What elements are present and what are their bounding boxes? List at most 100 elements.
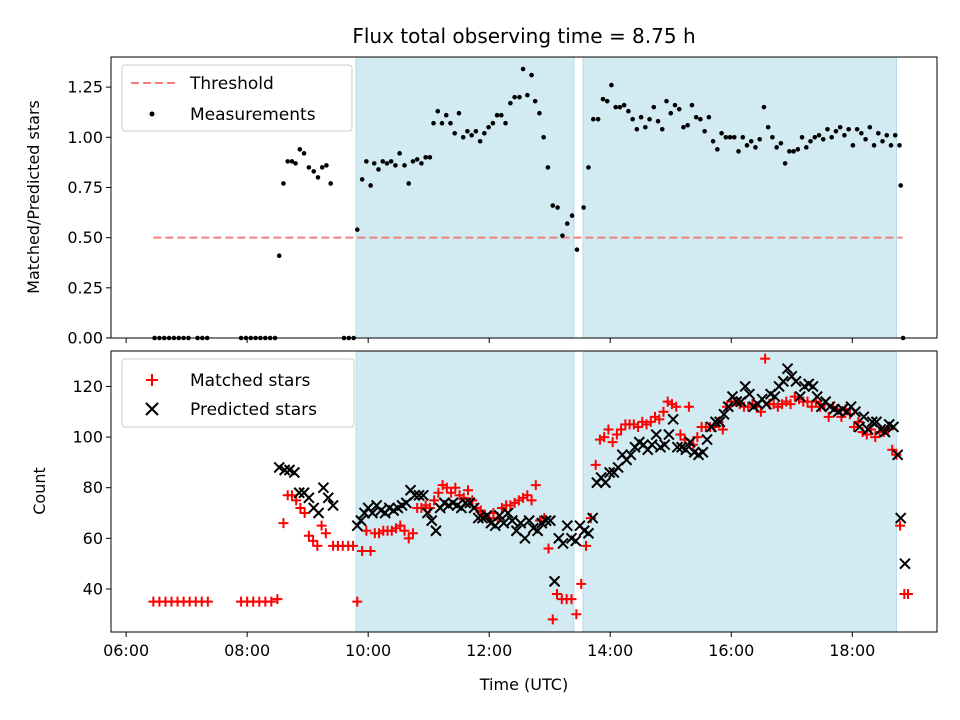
predicted-point xyxy=(557,537,569,550)
matched-point xyxy=(895,520,906,531)
matched-point xyxy=(806,401,817,412)
measurement-point xyxy=(681,124,686,130)
predicted-point xyxy=(351,519,363,532)
predicted-point xyxy=(781,363,794,375)
matched-point xyxy=(551,589,562,600)
measurement-point xyxy=(723,134,729,140)
measurement-point xyxy=(808,139,813,144)
matched-point xyxy=(526,495,537,506)
predicted-point xyxy=(887,421,900,433)
bottom-plot-marks xyxy=(148,353,913,625)
measurement-point xyxy=(664,98,669,104)
measurement-point xyxy=(710,139,716,144)
series-predicted-stars xyxy=(273,363,911,588)
measurement-point xyxy=(490,120,496,126)
measurement-point xyxy=(550,203,556,208)
measurement-point xyxy=(803,145,809,150)
matched-point xyxy=(760,353,771,364)
measurement-point xyxy=(761,104,767,110)
matched-point xyxy=(576,578,587,589)
matched-point xyxy=(658,406,669,417)
measurement-point xyxy=(315,175,321,180)
matched-point xyxy=(611,429,622,440)
top-axes-frame xyxy=(110,56,938,339)
measurement-point xyxy=(812,134,818,140)
measurement-point xyxy=(871,143,877,148)
top-x-ticks xyxy=(125,338,853,343)
measurement-point xyxy=(647,116,652,122)
matched-point xyxy=(272,594,283,605)
matched-point xyxy=(585,513,596,524)
measurement-point xyxy=(508,100,513,106)
predicted-point xyxy=(849,406,862,418)
y-tick-label: 0.00 xyxy=(67,329,103,348)
predicted-point xyxy=(413,489,425,502)
predicted-point xyxy=(870,416,883,428)
measurement-point xyxy=(634,126,640,132)
matched-point xyxy=(571,609,582,620)
measurement-point xyxy=(630,116,635,122)
predicted-point xyxy=(718,408,730,420)
measurement-point xyxy=(638,114,644,120)
measurement-point xyxy=(482,130,487,136)
matched-point xyxy=(785,399,796,410)
bottom-y-axis-label: Count xyxy=(30,467,49,515)
x-tick-label: 08:00 xyxy=(224,641,270,660)
measurement-point xyxy=(897,143,902,148)
matched-point xyxy=(429,495,440,506)
measurement-point xyxy=(371,161,377,166)
matched-point xyxy=(547,614,558,625)
measurement-point xyxy=(469,132,474,138)
predicted-point xyxy=(586,512,599,524)
x-tick-label: 14:00 xyxy=(587,641,633,660)
measurement-point xyxy=(736,149,741,154)
measurement-point xyxy=(503,120,508,126)
predicted-point xyxy=(506,514,518,527)
measurement-point xyxy=(837,124,843,130)
measurement-point xyxy=(693,114,699,120)
measurement-point xyxy=(706,114,712,120)
measurement-point xyxy=(439,120,445,126)
measurement-point xyxy=(376,167,381,172)
measurement-point xyxy=(668,110,674,116)
top-y-axis-label: Matched/Predicted stars xyxy=(24,100,43,294)
measurement-point xyxy=(541,134,546,140)
y-tick-label: 0.50 xyxy=(67,228,103,247)
matched-point xyxy=(403,533,414,544)
measurement-point xyxy=(517,94,522,100)
predicted-point xyxy=(561,519,573,532)
measurement-point xyxy=(301,151,307,156)
top-y-ticks: 0.00 0.25 0.50 0.75 1.00 1.25 xyxy=(67,78,111,348)
predicted-point xyxy=(739,380,751,393)
matched-point xyxy=(399,525,410,536)
measurement-point xyxy=(388,159,394,164)
matched-point xyxy=(320,528,331,539)
measurement-point xyxy=(486,124,491,130)
predicted-point xyxy=(582,527,595,539)
matched-point xyxy=(433,487,444,498)
predicted-point xyxy=(327,499,339,512)
measurement-point xyxy=(525,92,530,98)
measurement-point xyxy=(659,126,665,132)
matched-point xyxy=(357,545,368,556)
matched-point xyxy=(361,525,372,536)
measurement-point xyxy=(311,169,317,174)
measurement-point xyxy=(574,247,580,252)
predicted-point xyxy=(769,390,781,403)
matched-point xyxy=(607,437,618,448)
predicted-point xyxy=(853,421,866,433)
measurement-point xyxy=(846,126,851,132)
matched-point xyxy=(599,432,610,443)
legend-measurements-label: Measurements xyxy=(190,105,316,125)
measurement-point xyxy=(590,116,596,122)
measurement-point xyxy=(799,134,805,140)
predicted-point xyxy=(603,466,616,479)
predicted-point xyxy=(426,514,438,527)
predicted-point xyxy=(481,509,493,522)
matched-point xyxy=(295,502,306,513)
measurement-point xyxy=(613,104,618,110)
predicted-point xyxy=(498,517,510,529)
y-tick-label: 120 xyxy=(72,377,103,396)
predicted-point xyxy=(293,487,305,499)
measurement-point xyxy=(892,132,898,138)
